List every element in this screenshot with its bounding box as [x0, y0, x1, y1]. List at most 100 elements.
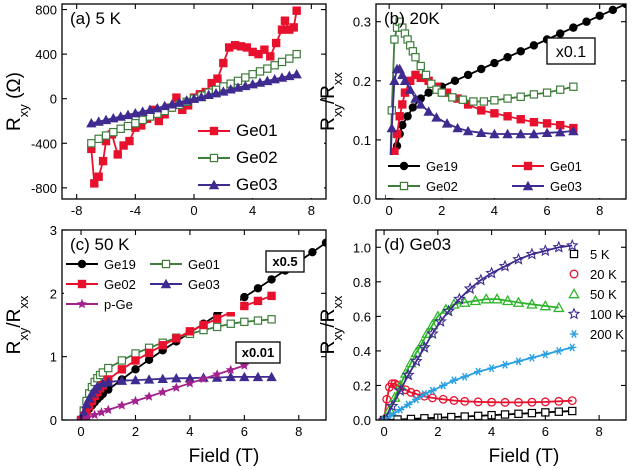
legend-item-2: 50 K: [568, 287, 617, 302]
x-tick-label: 4: [249, 203, 256, 218]
data-point: [395, 405, 405, 414]
data-point: [500, 410, 510, 419]
data-point: [185, 327, 195, 336]
data-point: [568, 125, 579, 136]
legend-c: Ge19 Ge01 Ge02 Ge03 p-Ge: [64, 254, 240, 312]
data-point: [487, 364, 496, 373]
data-point: [157, 386, 168, 397]
x-tick-label: 8: [596, 203, 603, 218]
data-point: [392, 129, 402, 139]
y-tick-label: -400: [31, 136, 57, 151]
legend-label: Ge19: [104, 257, 136, 272]
data-point: [263, 64, 272, 73]
data-point: [568, 406, 577, 416]
legend-label: Ge02: [236, 148, 278, 167]
legend-marker: [569, 249, 579, 259]
data-point: [515, 128, 526, 139]
data-point: [428, 386, 437, 395]
x-tick-label: 6: [543, 203, 550, 218]
data-point: [418, 340, 431, 353]
data-point: [476, 127, 487, 138]
data-point: [82, 406, 91, 416]
x-tick-label: -4: [130, 203, 142, 218]
data-point: [516, 115, 525, 124]
series-a-2: [86, 69, 302, 128]
annotation-text: x0.5: [272, 254, 297, 269]
axes-frame-d: [375, 229, 627, 421]
data-point: [98, 156, 108, 166]
x-tick-label: -8: [71, 203, 83, 218]
data-point: [434, 314, 447, 327]
data-point: [565, 238, 579, 251]
data-point: [131, 123, 140, 132]
legend-marker: [77, 279, 87, 289]
data-point: [491, 293, 503, 304]
data-point: [503, 94, 512, 103]
x-tick-label: 2: [434, 424, 441, 439]
data-point: [393, 384, 407, 396]
data-point: [554, 346, 563, 355]
data-point: [438, 394, 448, 404]
data-point: [437, 88, 446, 97]
legend-label: Ge03: [550, 179, 582, 194]
data-point: [527, 408, 537, 418]
data-point: [556, 85, 565, 94]
legend-label: Ge19: [426, 159, 458, 174]
data-point: [87, 144, 96, 154]
legend-marker: [523, 161, 533, 171]
x-tick-label: 0: [386, 203, 393, 218]
panel-title-d: (d) Ge03: [384, 235, 451, 254]
legend-marker: [77, 298, 87, 309]
data-point: [473, 367, 483, 376]
data-point: [255, 67, 265, 76]
data-point: [552, 240, 566, 253]
annotation-scale-top: x0.5: [265, 250, 305, 273]
data-point: [420, 414, 429, 420]
data-point: [270, 61, 279, 70]
data-point: [503, 112, 512, 121]
data-point: [449, 396, 459, 405]
panel-title-b: (b) 20K: [384, 9, 440, 28]
data-point: [469, 97, 478, 106]
data-point: [131, 365, 140, 374]
data-point: [178, 105, 187, 115]
annotation-box: [265, 250, 305, 273]
data-point: [529, 41, 539, 50]
legend-item-1: Ge02: [198, 148, 278, 167]
data-point: [101, 136, 111, 146]
data-point: [130, 395, 141, 406]
data-point: [321, 238, 326, 247]
data-point: [116, 400, 127, 410]
data-point: [514, 409, 523, 418]
data-point: [379, 416, 389, 420]
data-point: [98, 368, 108, 377]
data-point: [212, 369, 223, 379]
legend-item-0: Ge01: [198, 121, 278, 140]
data-point: [441, 118, 453, 128]
panel-title-a: (a) 5 K: [70, 9, 122, 28]
y-tick-label: 0.3: [353, 15, 371, 30]
data-point: [463, 70, 473, 80]
data-point: [405, 84, 416, 94]
series-d-0: [379, 406, 577, 420]
data-point: [226, 308, 235, 317]
data-point: [239, 360, 250, 370]
data-point: [96, 407, 107, 417]
annotation-scale: x0.1: [546, 37, 596, 65]
data-point: [390, 35, 399, 44]
x-tick-label: 8: [295, 424, 302, 439]
data-point: [113, 150, 122, 159]
axes-frame-c: [61, 229, 327, 421]
data-point: [267, 275, 276, 284]
data-point: [277, 25, 287, 34]
data-point: [529, 117, 539, 127]
data-point: [500, 360, 510, 369]
plot-area-c: [76, 238, 326, 420]
data-point: [525, 247, 539, 260]
legend-label: Ge01: [236, 121, 278, 140]
data-point: [416, 73, 425, 83]
legend-label: 5 K: [590, 247, 610, 262]
legend-marker: [209, 153, 219, 163]
data-point: [582, 17, 591, 26]
data-point: [225, 43, 234, 52]
